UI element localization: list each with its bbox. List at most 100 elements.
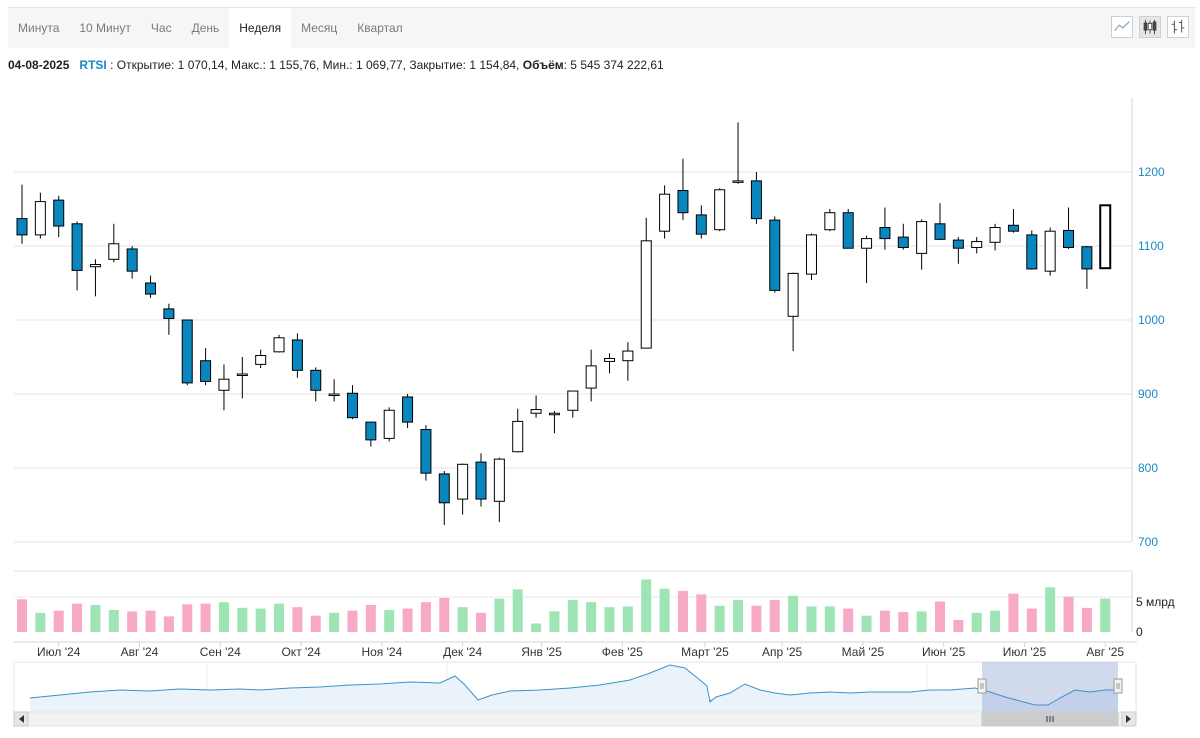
volume-bar xyxy=(163,616,174,632)
tab-5[interactable]: Месяц xyxy=(301,21,338,35)
candle-body xyxy=(126,248,138,272)
info-date: 04-08-2025 xyxy=(8,58,70,72)
price-axis-label: 1100 xyxy=(1138,239,1164,253)
candle-body xyxy=(346,392,358,419)
volume-bar xyxy=(1063,596,1074,632)
volume-bar xyxy=(641,579,652,632)
volume-bar xyxy=(824,606,835,632)
x-axis-label: Окт '24 xyxy=(281,645,321,659)
candle-body xyxy=(512,420,524,453)
candle-body xyxy=(714,189,726,231)
volume-bar xyxy=(218,602,229,632)
x-axis-label: Апр '25 xyxy=(762,645,802,659)
info-volume-value: : 5 545 374 222,61 xyxy=(563,58,664,72)
candle-body xyxy=(769,219,781,291)
x-axis-label: Дек '24 xyxy=(443,645,482,659)
volume-bar xyxy=(531,623,542,632)
volume-bar xyxy=(494,598,505,632)
candle-body xyxy=(861,238,873,249)
volume-bar xyxy=(347,610,358,632)
candle-body xyxy=(1099,204,1112,270)
scrollbar-track[interactable] xyxy=(13,711,1137,727)
info-ticker: RTSI xyxy=(79,58,107,72)
volume-bar xyxy=(237,607,248,632)
x-axis-label: Июл '24 xyxy=(37,645,81,659)
bar-ohlc-mode-button[interactable] xyxy=(1167,16,1189,38)
ohlc-info-line: 04-08-2025 RTSI : Открытие: 1 070,14, Ма… xyxy=(8,58,664,72)
line-chart-mode-button[interactable] xyxy=(1111,16,1133,38)
candle-body xyxy=(181,319,193,384)
volume-bar xyxy=(402,608,413,632)
candle-body xyxy=(1044,230,1056,272)
navigator-area xyxy=(30,665,1118,712)
volume-bar xyxy=(365,605,376,632)
scroll-right-arrow-icon xyxy=(1126,715,1131,723)
candle-body xyxy=(934,223,946,240)
candle-body xyxy=(604,357,616,362)
tab-1[interactable]: 10 Минут xyxy=(79,21,131,35)
candle-body xyxy=(291,339,303,371)
tab-2[interactable]: Час xyxy=(150,21,172,35)
price-axis-label: 1200 xyxy=(1138,165,1165,179)
candle-body xyxy=(824,212,836,231)
candle-body xyxy=(328,393,340,396)
volume-bar xyxy=(53,610,64,632)
volume-bar xyxy=(1081,607,1092,632)
candle-body xyxy=(677,190,689,214)
volume-bar xyxy=(17,599,27,632)
candle-body xyxy=(530,409,542,414)
candle-body xyxy=(842,212,854,249)
volume-bar xyxy=(457,607,468,632)
volume-bar xyxy=(769,600,780,632)
volume-bar xyxy=(476,612,486,632)
candle-body xyxy=(695,214,707,235)
candle-body xyxy=(200,360,212,382)
price-axis-label: 800 xyxy=(1138,461,1158,475)
candle-body xyxy=(457,463,469,500)
price-axis-label: 700 xyxy=(1138,535,1158,549)
volume-bar xyxy=(567,600,578,632)
volume-bar xyxy=(990,610,1001,632)
x-axis-label: Июл '25 xyxy=(1003,645,1047,659)
volume-bar xyxy=(420,602,431,632)
tab-0[interactable]: Минута xyxy=(18,21,60,35)
volume-bar xyxy=(916,611,927,632)
candle-body xyxy=(108,243,120,260)
candle-body xyxy=(493,458,505,502)
volume-axis-label: 0 xyxy=(1136,625,1143,639)
candle-body xyxy=(585,365,597,389)
volume-bar xyxy=(549,611,560,632)
candle-body xyxy=(438,473,450,504)
x-axis-label: Сен '24 xyxy=(200,645,241,659)
volume-bar xyxy=(127,611,138,632)
volume-bar xyxy=(439,597,450,632)
candle-body xyxy=(1063,229,1075,248)
navigator-handle[interactable] xyxy=(977,678,987,694)
tab-6[interactable]: Квартал xyxy=(357,21,403,35)
tab-4[interactable]: Неделя xyxy=(229,8,292,48)
volume-bar xyxy=(384,609,395,632)
volume-bar xyxy=(200,603,211,632)
x-axis-label: Март '25 xyxy=(681,645,729,659)
candle-body xyxy=(659,193,671,232)
candle-body xyxy=(971,241,983,248)
volume-bar xyxy=(292,607,303,632)
candle-body xyxy=(1026,234,1038,270)
candlestick-mode-button[interactable] xyxy=(1139,16,1161,38)
volume-bar xyxy=(90,605,101,632)
volume-bar xyxy=(604,607,615,632)
volume-bar xyxy=(935,601,945,632)
tab-3[interactable]: День xyxy=(191,21,220,35)
candle-body xyxy=(420,429,432,474)
volume-bar xyxy=(274,603,285,632)
volume-bar xyxy=(72,603,83,632)
chart-mode-switcher xyxy=(1111,16,1189,38)
x-axis-label: Ноя '24 xyxy=(361,645,402,659)
navigator-handle[interactable] xyxy=(1113,678,1123,694)
candle-body xyxy=(989,227,1001,243)
navigator-selection xyxy=(982,662,1118,712)
candle-body xyxy=(16,218,28,236)
volume-bar xyxy=(255,608,266,632)
volume-bar xyxy=(861,615,872,632)
